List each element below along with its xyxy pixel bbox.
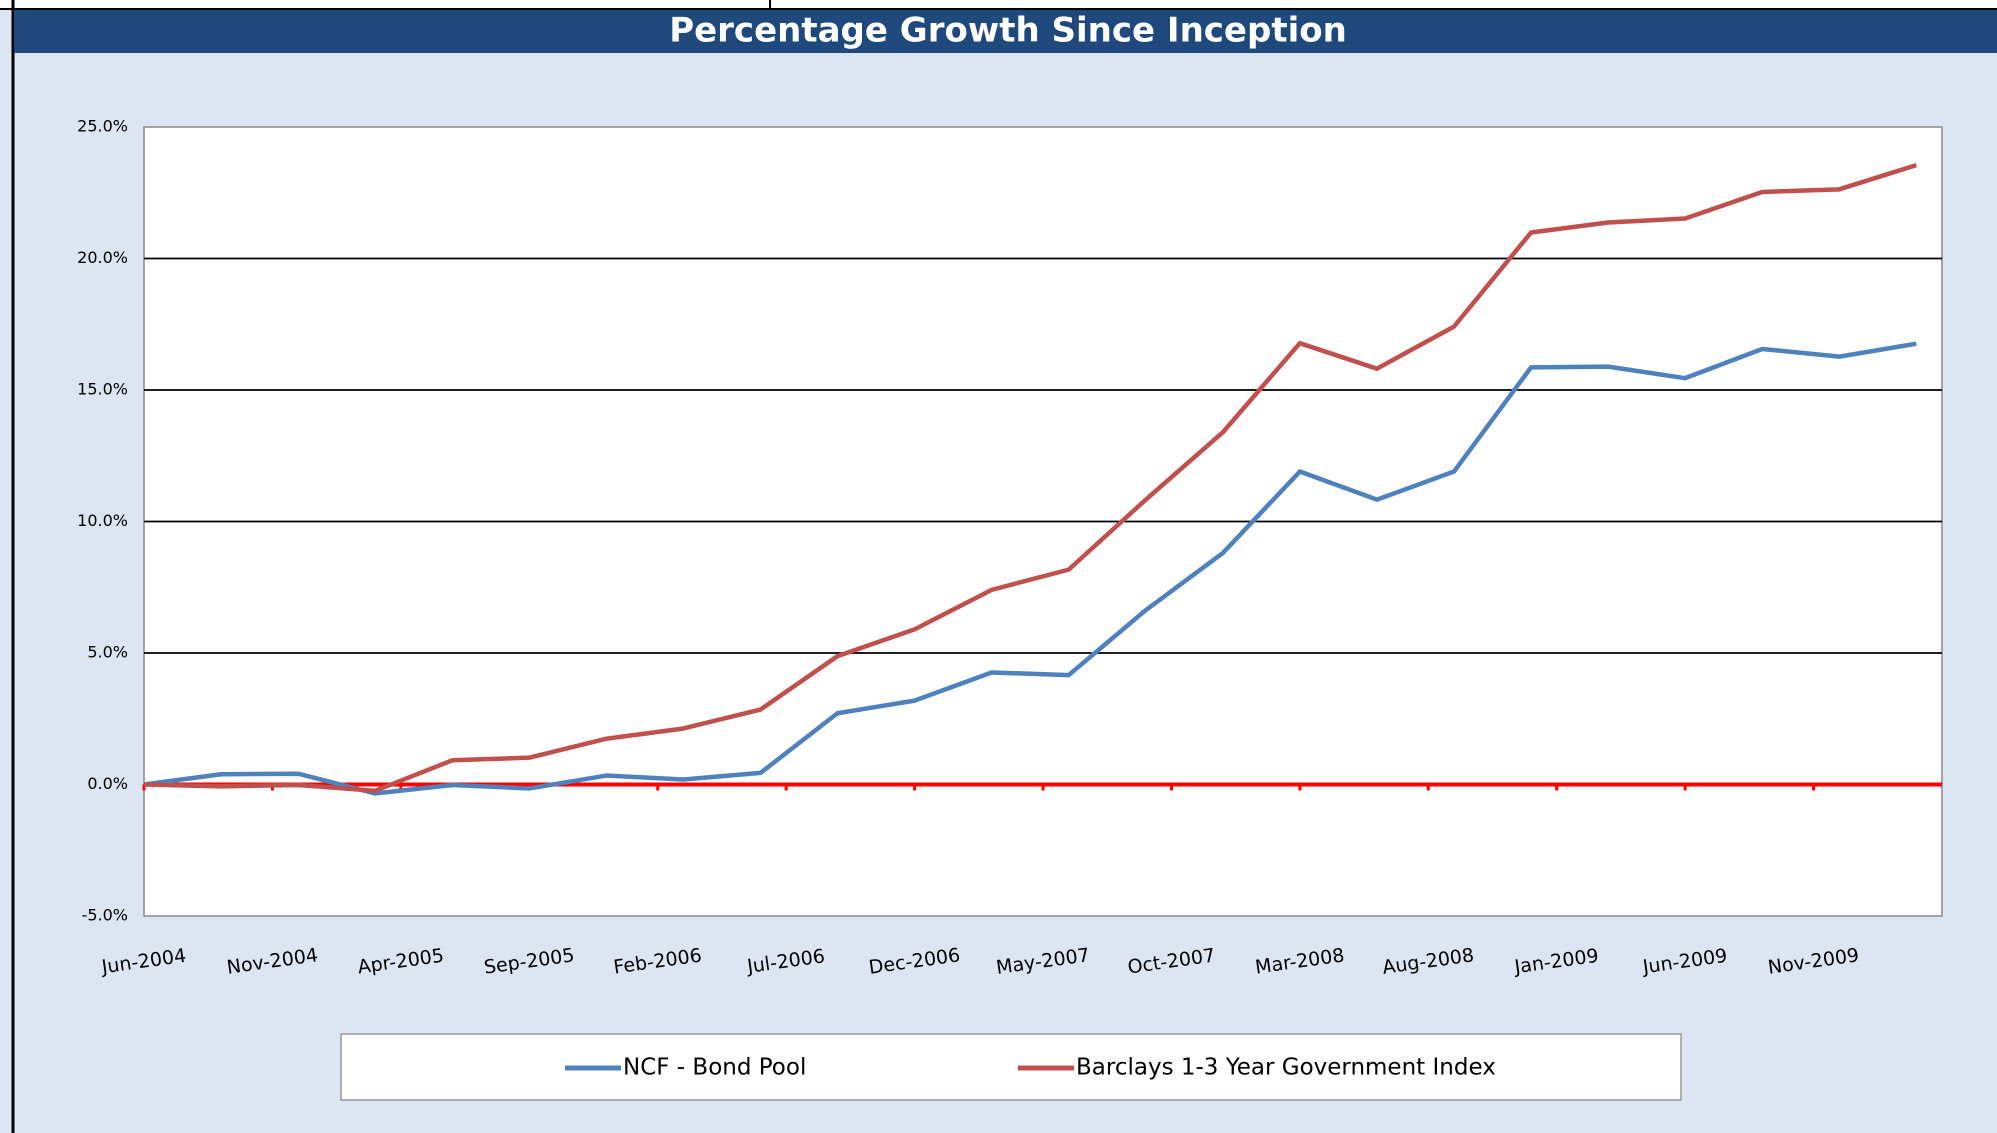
legend-label: NCF - Bond Pool [623,1055,806,1081]
y-tick-label: -5.0% [82,906,128,925]
chart-title: Percentage Growth Since Inception [669,11,1347,51]
legend [340,1033,1682,1101]
series-line [143,341,1917,796]
y-tick-label: 0.0% [87,774,128,793]
y-tick-label: 5.0% [87,643,128,662]
y-tick-label: 20.0% [77,248,128,267]
title-bar [14,10,1997,53]
legend-label: Barclays 1-3 Year Government Index [1076,1055,1496,1081]
y-tick-label: 25.0% [77,117,128,136]
y-tick-label: 10.0% [77,511,128,530]
series-line [143,162,1917,794]
top-strip [0,0,1997,10]
y-tick-label: 15.0% [77,380,128,399]
